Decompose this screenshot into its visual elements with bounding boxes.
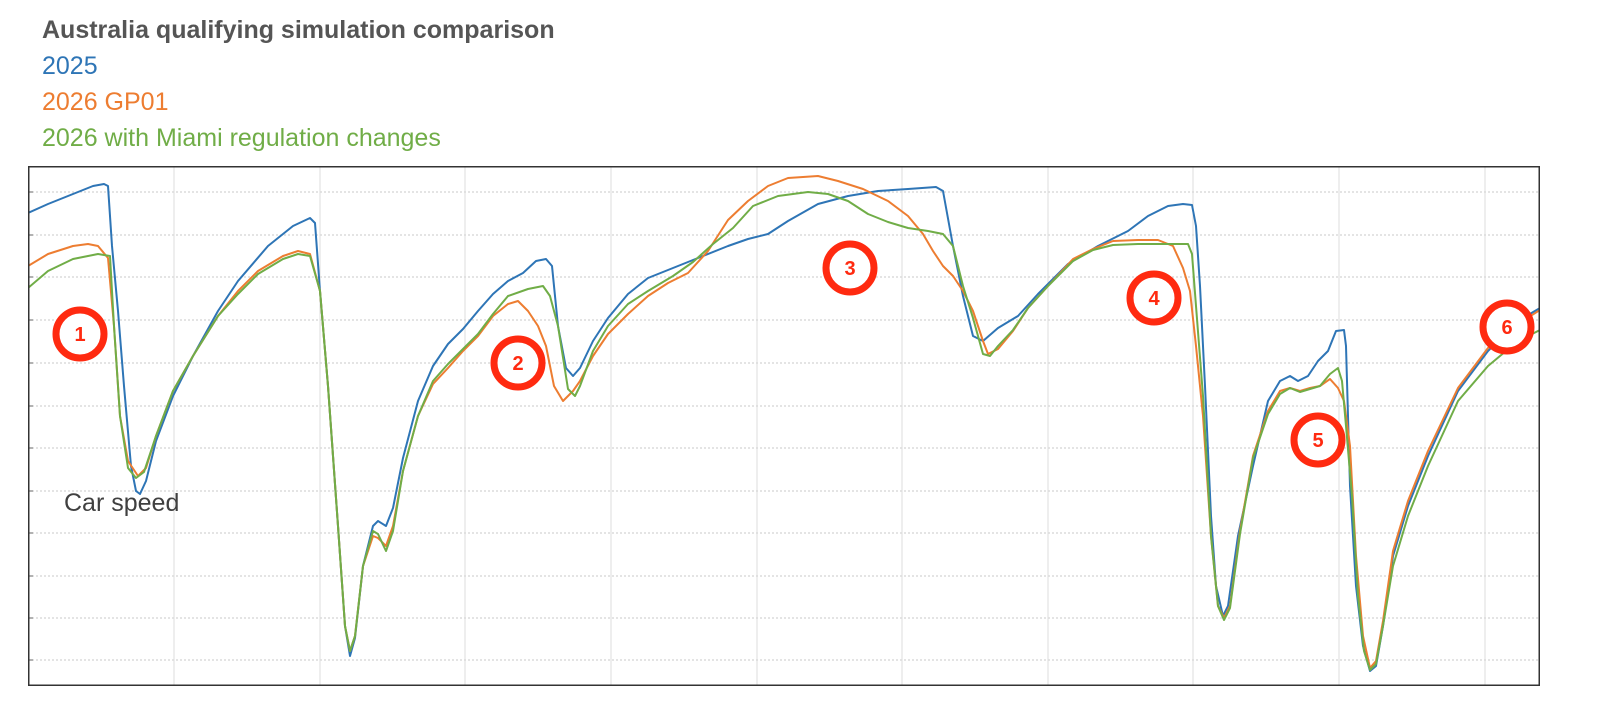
corner-marker-4: 4 [1126, 270, 1182, 326]
corner-marker-2: 2 [490, 335, 546, 391]
corner-marker-5: 5 [1290, 412, 1346, 468]
plot-frame [28, 166, 1540, 686]
marker-circle [1479, 299, 1535, 355]
speed-chart: 1 2 3 4 5 6 Car speed [28, 166, 1540, 686]
corner-marker-3: 3 [822, 240, 878, 296]
title-block: Australia qualifying simulation comparis… [42, 12, 555, 156]
marker-label: 2 [512, 353, 523, 375]
legend-label-2026-miami: 2026 with Miami regulation changes [42, 124, 441, 152]
marker-circle [822, 240, 878, 296]
car-speed-annotation: Car speed [64, 489, 179, 517]
marker-circle [490, 335, 546, 391]
marker-label: 6 [1501, 317, 1512, 339]
speed-chart-svg: 1 2 3 4 5 6 Car speed [28, 166, 1540, 686]
marker-label: 3 [844, 258, 855, 280]
grid [28, 166, 1540, 686]
marker-circle [1126, 270, 1182, 326]
corner-marker-1: 1 [52, 306, 108, 362]
chart-title: Australia qualifying simulation comparis… [42, 16, 555, 44]
series-2025-line [28, 183, 1540, 672]
series-lines [28, 175, 1540, 672]
series-2026-miami-line [28, 191, 1540, 671]
marker-label: 1 [74, 324, 85, 346]
corner-markers: 1 2 3 4 5 6 [52, 240, 1535, 468]
marker-label: 4 [1148, 288, 1160, 310]
marker-circle [52, 306, 108, 362]
corner-marker-6: 6 [1479, 299, 1535, 355]
legend-label-2026-gp01: 2026 GP01 [42, 88, 169, 116]
marker-circle [1290, 412, 1346, 468]
marker-label: 5 [1312, 430, 1323, 452]
legend-label-2025: 2025 [42, 52, 98, 80]
